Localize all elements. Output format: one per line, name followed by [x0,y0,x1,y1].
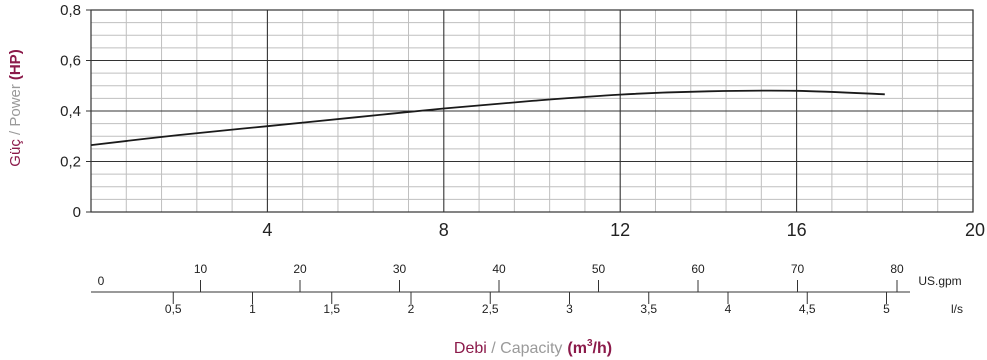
y-tick-label: 0,8 [60,2,81,19]
ls-tick-label: 1,5 [323,302,340,316]
x-title-main: Debi [454,340,487,357]
ls-tick-label: 5 [883,302,890,316]
x-title-sep: / [487,340,500,357]
major-grid [91,9,974,213]
x-axis-title: Debi / Capacity (m3/h) [454,338,612,357]
y-tick-label: 0,6 [60,53,81,70]
gpm-unit-label: US.gpm [918,274,961,288]
gpm-tick-label: 70 [791,262,805,276]
gpm-tick-label: 50 [592,262,606,276]
x-title-unit-post: /h) [593,340,613,357]
x-axis-ticks: 4 8 12 16 20 [262,220,985,240]
x-title-unit-pre: (m [567,340,587,357]
y-tick-label: 0,2 [60,154,81,171]
x-tick-label: 16 [787,220,807,240]
x-tick-label: 8 [439,220,449,240]
y-title-sep: / [7,127,24,140]
x-title-unit-sup: 3 [587,338,593,349]
secondary-axes: 0 10 20 30 40 50 60 70 80 US.gpm 0,5 1 1,5 2 2,5 3 3,5 4 4… [91,262,963,316]
y-title-main: Güç [7,139,24,167]
ls-unit-label: l/s [951,302,963,316]
ls-tick-label: 1 [249,302,256,316]
gpm-tick-label: 30 [393,262,407,276]
gpm-tick-label: 10 [194,262,208,276]
y-tick-label: 0 [73,204,81,221]
ls-tick-label: 2 [408,302,415,316]
ls-tick-label: 0,5 [165,302,182,316]
ls-tick-label: 3,5 [640,302,657,316]
x-tick-label: 20 [965,220,985,240]
gpm-tick-label: 20 [293,262,307,276]
ls-tick-label: 2,5 [482,302,499,316]
y-title-unit: (HP) [7,49,24,80]
x-tick-label: 4 [262,220,272,240]
power-curve [90,89,885,146]
y-tick-label: 0,4 [60,103,81,120]
x-title-secondary: Capacity [500,340,562,357]
gpm-tick-label: 80 [890,262,904,276]
gpm-tick-label: 40 [492,262,506,276]
gpm-tick-label: 0 [98,274,105,288]
ls-tick-label: 3 [566,302,573,316]
ls-tick-label: 4,5 [799,302,816,316]
x-tick-label: 12 [610,220,630,240]
y-title-secondary: Power [7,84,24,127]
gpm-tick-label: 60 [691,262,705,276]
ls-tick-label: 4 [725,302,732,316]
y-axis-ticks: 0 0,2 0,4 0,6 0,8 [60,2,91,221]
y-axis-title: Güç / Power (HP) [7,49,24,166]
